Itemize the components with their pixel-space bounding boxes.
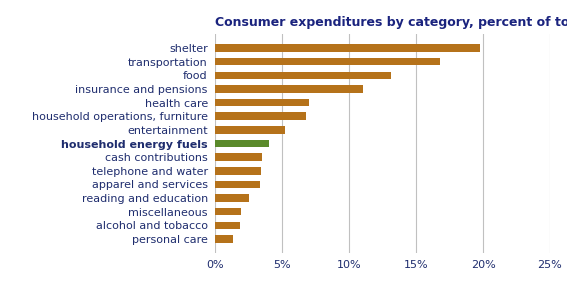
Bar [215, 222, 239, 229]
Bar [215, 72, 391, 79]
Bar [215, 181, 260, 188]
Bar [215, 167, 261, 174]
Text: Consumer expenditures by category, percent of total expenditures: Consumer expenditures by category, perce… [215, 16, 567, 29]
Bar [215, 140, 269, 147]
Bar [215, 153, 263, 161]
Bar [215, 99, 309, 106]
Bar [215, 235, 233, 243]
Bar [215, 85, 363, 93]
Bar [215, 194, 249, 202]
Bar [215, 58, 440, 65]
Bar [215, 208, 241, 215]
Bar [215, 113, 306, 120]
Bar [215, 126, 285, 134]
Bar [215, 44, 480, 52]
